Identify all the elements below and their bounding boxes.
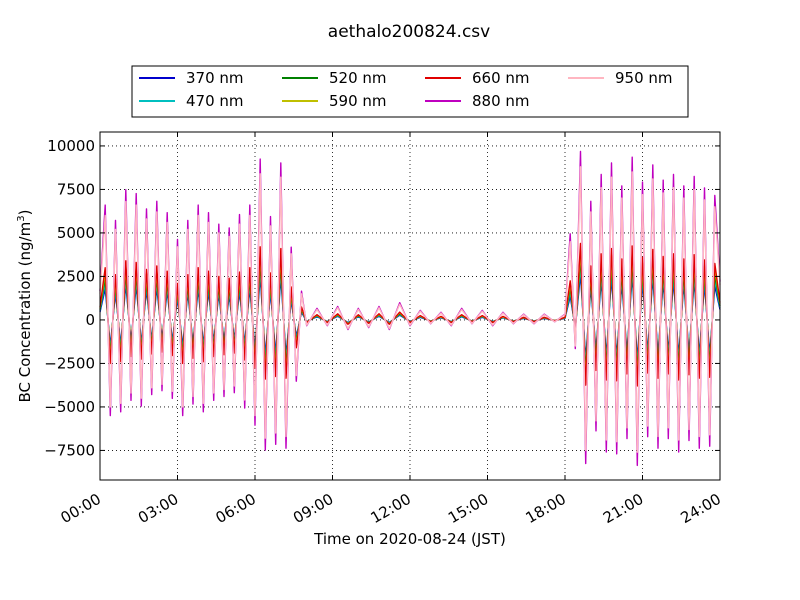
y-tick-label: 5000 [57,224,95,242]
chart-title: aethalo200824.csv [328,22,490,42]
legend-label: 660 nm [472,69,530,87]
legend: 370 nm 470 nm 520 nm 590 nm 660 nm 880 nm 950 … [131,65,689,118]
y-tick-label: −7500 [44,441,95,459]
legend-label: 370 nm [186,69,244,87]
x-axis-label: Time on 2020-08-24 (JST) [313,530,506,548]
legend-label: 590 nm [329,92,387,110]
y-axis-label-main: BC Concentration (ng/m [16,222,34,403]
x-tick-label: 24:00 [678,490,724,527]
legend-label: 520 nm [329,69,387,87]
y-tick-label: 2500 [57,267,95,285]
y-tick-label: 0 [85,311,95,329]
y-axis-label-close: ) [16,210,34,216]
legend-label: 950 nm [615,69,673,87]
y-tick-label: −2500 [44,354,95,372]
x-tick-label: 21:00 [600,490,646,527]
y-axis-label: BC Concentration (ng/m3) [16,210,34,403]
x-axis-ticks: 00:00 03:00 06:00 09:00 12:00 15:00 18:00 21:00… [58,132,724,527]
x-tick-label: 18:00 [523,490,569,527]
y-axis-label-superscript: 3 [16,215,27,221]
y-tick-label: 10000 [47,137,95,155]
series-line-950-nm [99,166,721,453]
y-axis-ticks: −7500 −5000 −2500 0 2500 5000 7500 10000 [44,137,720,459]
legend-label: 880 nm [472,92,530,110]
x-tick-label: 12:00 [368,490,414,527]
legend-label: 470 nm [186,92,244,110]
x-tick-label: 03:00 [135,490,181,527]
x-tick-label: 15:00 [445,490,491,527]
series-lines [99,150,721,467]
x-tick-label: 06:00 [213,490,259,527]
y-tick-label: 7500 [57,180,95,198]
x-tick-label: 00:00 [58,490,104,527]
y-tick-label: −5000 [44,398,95,416]
x-tick-label: 09:00 [290,490,336,527]
legend-box [131,65,689,118]
